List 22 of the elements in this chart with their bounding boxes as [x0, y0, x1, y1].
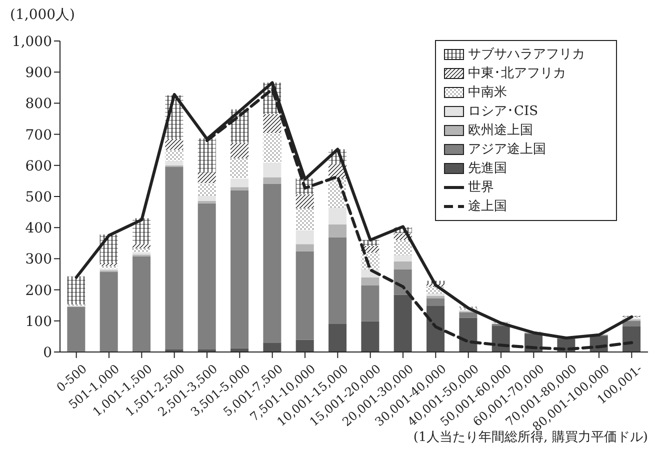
legend-label: 世界 — [468, 179, 494, 197]
y-tick-label: 700 — [25, 127, 52, 144]
y-tick-label: 1,000 — [12, 34, 52, 50]
legend-label: 欧州途上国 — [468, 122, 533, 140]
y-tick-label: 300 — [25, 252, 52, 268]
y-tick-label: 800 — [25, 96, 52, 112]
legend-label: ロシア･CIS — [468, 103, 538, 121]
y-tick-label: 600 — [25, 158, 52, 174]
legend-label: 先進国 — [468, 160, 507, 178]
legend-label: アジア途上国 — [468, 141, 546, 159]
x-axis-title: (1人当たり年間総所得, 購買力平価ドル) — [413, 430, 648, 446]
y-tick-label: 0 — [43, 344, 52, 361]
legend-label: 中東･北アフリカ — [468, 65, 566, 83]
legend-label: 中南米 — [468, 84, 507, 102]
legend-label: サブサハラアフリカ — [468, 46, 585, 64]
y-tick-label: 400 — [25, 220, 52, 237]
y-axis-title: (1,000人) — [10, 6, 76, 24]
legend-label: 途上国 — [468, 198, 507, 216]
y-tick-label: 900 — [25, 65, 52, 82]
y-tick-label: 500 — [25, 189, 52, 206]
y-tick-label: 100 — [25, 314, 52, 330]
y-tick-label: 200 — [25, 282, 52, 299]
